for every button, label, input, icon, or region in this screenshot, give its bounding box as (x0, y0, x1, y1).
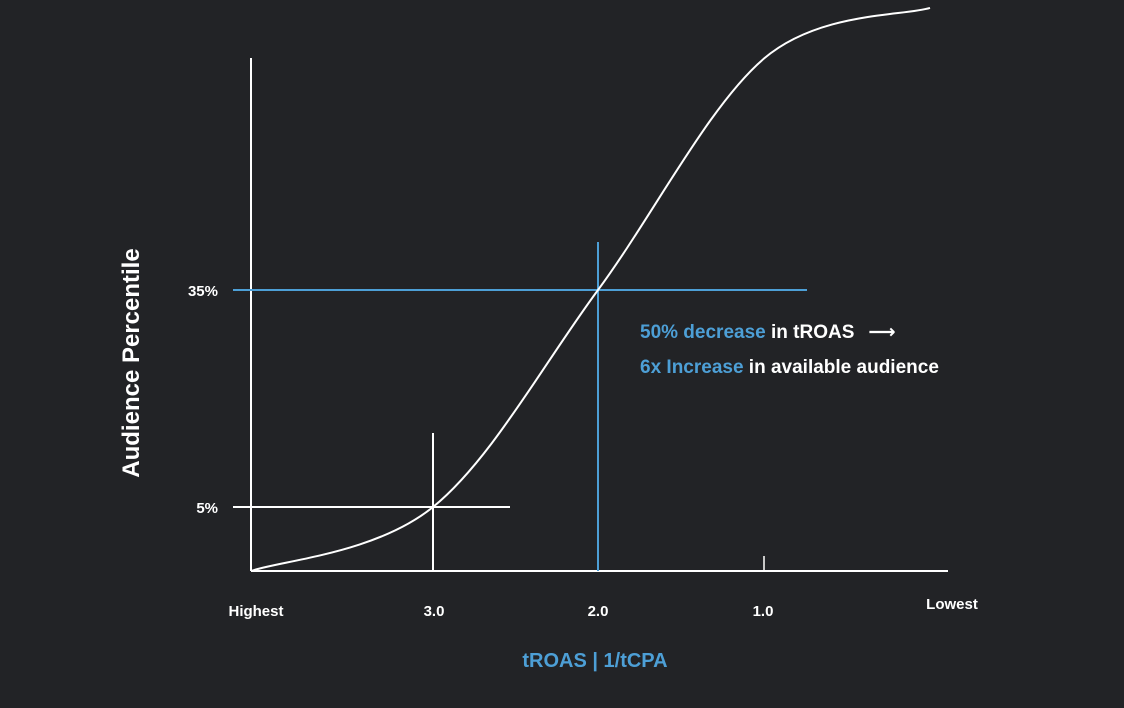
x-tick-label: Lowest (926, 596, 978, 613)
annotation-line-1: 50% decrease in tROAS ⟶ (640, 322, 896, 343)
annotation-line-2: 6x Increase in available audience (640, 357, 939, 378)
series-line-audience-curve (250, 6, 931, 572)
arrow-icon: ⟶ (868, 322, 895, 343)
annotation-text: in available audience (744, 357, 939, 378)
x-tick-label: 3.0 (424, 603, 445, 620)
x-tick-label: 1.0 (753, 603, 774, 620)
x-axis-title: tROAS | 1/tCPA (522, 650, 667, 672)
x-tick-label: 2.0 (588, 603, 609, 620)
y-tick-label: 35% (188, 283, 218, 300)
annotation-highlight: 50% decrease (640, 322, 766, 343)
x-tick-label: Highest (228, 603, 283, 620)
y-tick-label: 5% (196, 500, 218, 517)
annotation-text: in tROAS (766, 322, 855, 343)
y-axis-title: Audience Percentile (118, 248, 145, 477)
annotation-highlight: 6x Increase (640, 357, 744, 378)
